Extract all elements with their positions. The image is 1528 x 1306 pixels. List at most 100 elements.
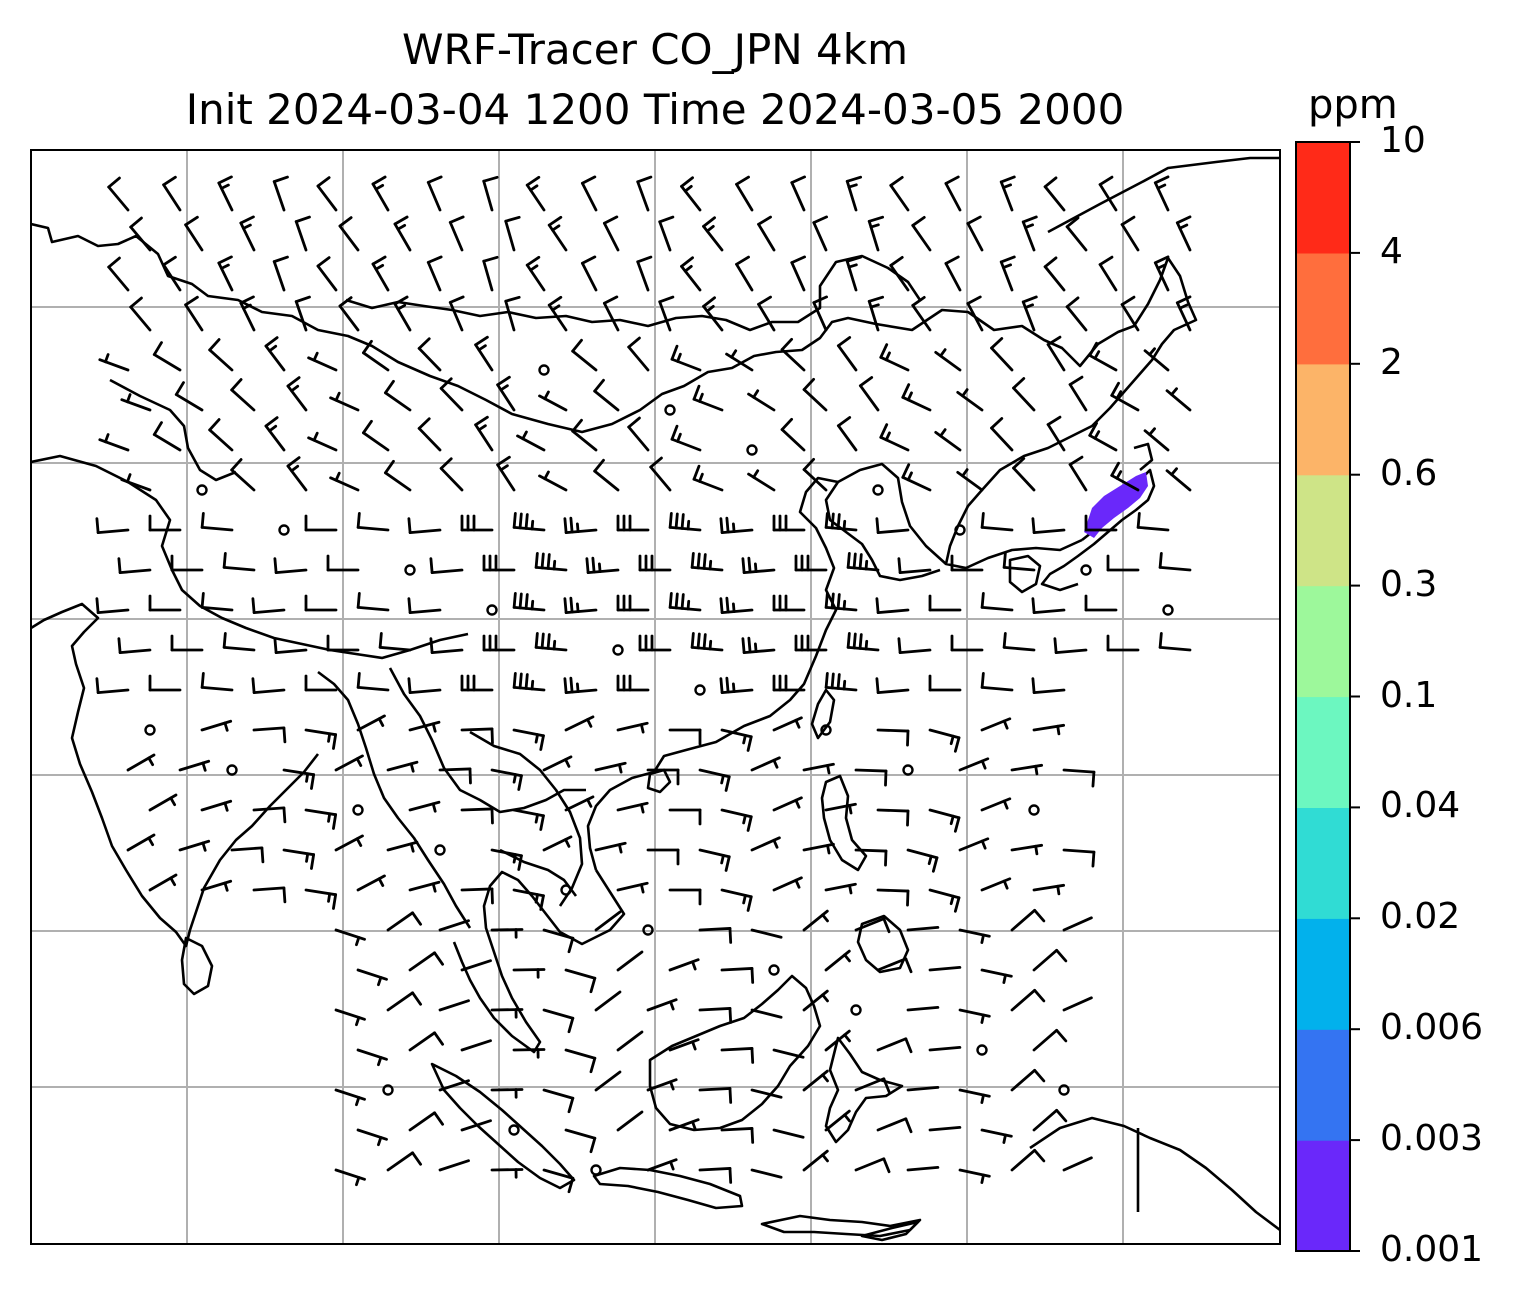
colorbar-segment [1296,474,1350,587]
wind-barb-half [980,759,987,770]
wind-barb [252,886,287,904]
wind-barb-half [312,431,319,442]
wind-barb-flag [230,378,243,392]
wind-barb-flag [439,377,453,390]
wind-barb [757,295,776,332]
wind-barb-half [731,682,736,693]
wind-barb [200,719,233,732]
wind-barb [950,634,984,652]
wind-barb [438,1159,470,1172]
wind-barb-staff [408,608,442,615]
wind-barb [504,295,521,332]
wind-barb-flag [407,677,412,695]
wind-barb-staff [152,433,182,452]
wind-barb-staff [542,928,575,940]
colorbar-tick-label: 0.001 [1380,1229,1484,1270]
wind-barb [854,768,888,787]
wind-barb-staff [316,184,338,212]
wind-barb-staff [1032,1108,1059,1132]
wind-barb [542,1008,575,1034]
wind-barb [1032,723,1066,736]
wind-barb-flag [384,459,395,475]
wind-barb-staff [1054,648,1088,655]
wind-barb-staff [208,348,234,372]
wind-barb-half [869,223,880,229]
wind-barb-half [529,264,539,272]
wind-barb [534,632,568,652]
wind-barb-flag [846,632,851,649]
wind-barb-flag [1175,215,1192,225]
wind-barb-staff [386,911,414,932]
wind-barb-flag [867,295,885,303]
wind-barb-flag [585,557,590,575]
wind-barb [148,793,178,812]
wind-barb [294,295,311,332]
wind-barb-half [1093,430,1101,440]
wind-barb [772,514,806,532]
wind-barb-staff [966,222,984,252]
wind-barb-staff [889,264,910,292]
wind-barb-half [575,682,580,693]
wind-barb-staff [564,968,597,980]
wind-barb-half [1115,390,1123,400]
wind-barb-flag [411,1151,423,1166]
wind-barb-staff [174,393,204,412]
wind-barb-flag [356,512,361,529]
wind-barb [636,175,653,212]
wind-barb-staff [658,300,672,332]
wind-barb-flag [904,1037,913,1054]
wind-barb [702,296,724,332]
wind-barb-flag [1033,1148,1046,1163]
wind-barb-half [409,762,415,773]
wind-barb-half [847,183,858,189]
wind-barb-calm [976,1044,988,1056]
wind-barb [184,295,204,332]
wind-barb-staff [460,727,494,732]
wind-barb [184,215,204,252]
wind-barb-half [1148,347,1156,356]
wind-barb-flag [1012,377,1026,390]
wind-barb-staff [911,304,932,332]
wind-barb [668,808,702,826]
wind-barb [126,753,156,772]
wind-barb [616,1030,644,1052]
wind-barb [627,336,650,372]
myanmar-border [317,670,472,929]
wind-barb [670,424,702,452]
wind-barb-flag [107,256,121,269]
wind-barb [408,1031,445,1052]
colorbar-segment [1296,918,1350,1030]
wind-barb-half [512,773,517,784]
wind-barb-staff [1098,263,1118,292]
wind-barb-flag [719,597,724,615]
wind-barb-staff [542,1088,575,1100]
wind-barb-flag [966,295,982,305]
wind-barb-flag [589,976,597,994]
wind-barb [750,928,783,939]
wind-barb-staff [636,260,650,292]
wind-barb [906,1085,940,1092]
wind-barb [638,554,672,572]
wind-barb-flag [332,733,338,750]
wind-barb [200,879,233,892]
wind-barb-flag [1043,256,1058,269]
wind-barb-half [906,391,913,402]
wind-barb-flag [496,455,511,467]
wind-barb-half [377,1136,383,1147]
wind-barb-staff [772,1048,805,1059]
wind-barb [264,416,286,452]
wind-barb-flag [757,215,772,226]
wind-barb-half [821,1073,829,1083]
wind-barb-flag [1031,597,1036,615]
wind-barb-staff [594,990,622,1012]
wind-barb-staff [408,1111,436,1132]
wind-barb-flag [882,1077,891,1094]
wind-barb-staff [230,846,264,852]
wind-barb [1136,512,1170,532]
wind-barb [286,376,308,412]
wind-barb [208,418,234,452]
wind-barb-half [355,1016,361,1027]
wind-barb-half [1056,724,1061,736]
wind-barb [646,1158,678,1172]
wind-barb-half [927,854,933,866]
